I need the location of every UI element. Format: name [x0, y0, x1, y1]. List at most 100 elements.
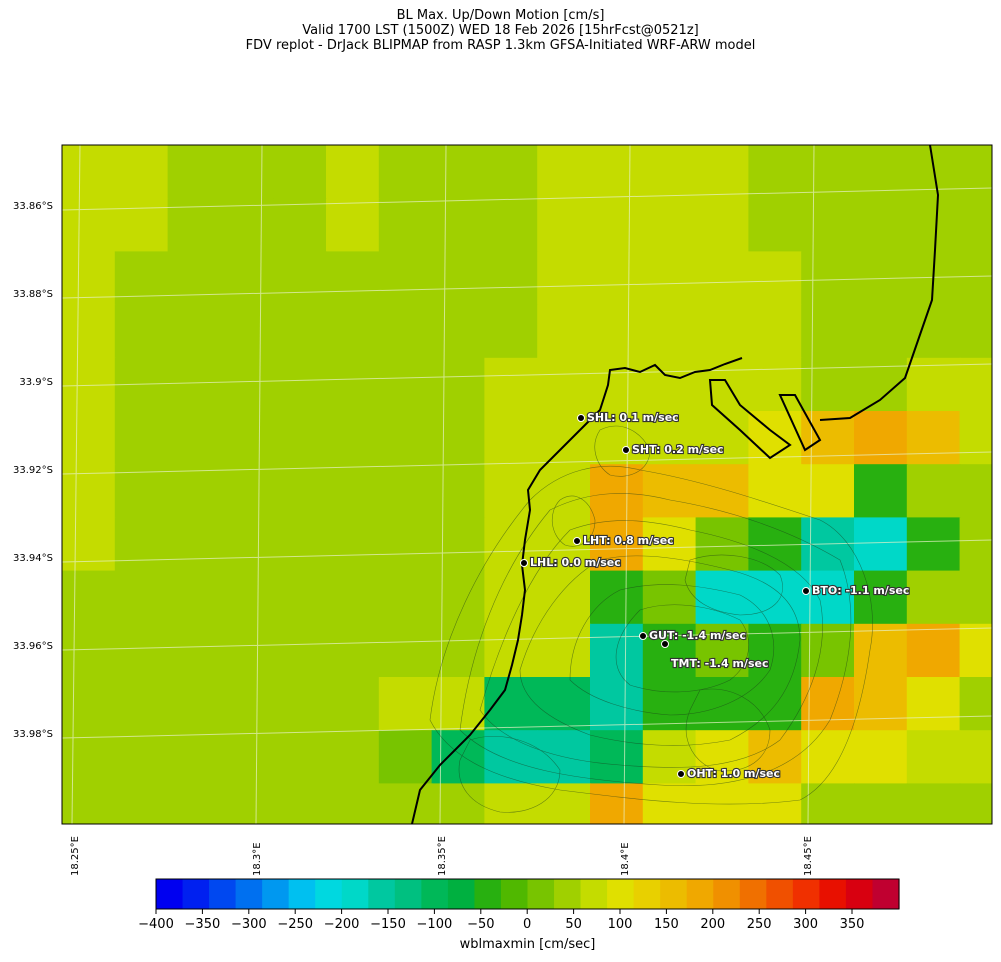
- colorbar-swatch: [421, 879, 449, 909]
- field-cell: [695, 251, 750, 306]
- field-cell: [854, 198, 908, 253]
- field-cell: [114, 677, 169, 732]
- field-cell: [378, 517, 433, 572]
- station-label: SHL: 0.1 m/sec: [587, 411, 679, 424]
- station-dot[interactable]: [677, 770, 685, 778]
- station-dot[interactable]: [520, 559, 528, 567]
- field-cell: [484, 677, 539, 732]
- field-cell: [378, 570, 433, 625]
- field-cell: [326, 145, 380, 200]
- field-cell: [220, 464, 275, 519]
- field-cell: [537, 730, 591, 785]
- field-cell: [906, 464, 961, 519]
- field-cell: [590, 251, 644, 306]
- field-cell: [959, 570, 992, 625]
- field-cell: [378, 677, 433, 732]
- colorbar-swatch: [554, 879, 582, 909]
- graticule: [62, 145, 992, 824]
- field-cell: [326, 570, 380, 625]
- colorbar: [155, 878, 900, 914]
- field-cell: [906, 198, 961, 253]
- field-cell: [642, 198, 697, 253]
- station-dot[interactable]: [661, 640, 669, 648]
- field-cell: [695, 623, 750, 678]
- field-cell: [220, 783, 275, 824]
- field-cell: [220, 411, 275, 466]
- colorbar-tick-label: −400: [138, 917, 174, 932]
- coastline: [411, 145, 940, 824]
- field-cell: [114, 464, 169, 519]
- station-dot[interactable]: [639, 632, 647, 640]
- field-cell: [695, 464, 750, 519]
- station-dot[interactable]: [573, 537, 581, 545]
- latitude-label: 33.98°S: [13, 729, 53, 740]
- field-cell: [801, 251, 855, 306]
- field-cell: [114, 570, 169, 625]
- colorbar-tick-label: 100: [607, 917, 633, 932]
- station-dot[interactable]: [577, 414, 585, 422]
- field-cell: [378, 145, 433, 200]
- colorbar-swatch: [368, 879, 396, 909]
- colorbar-tick-label: 250: [746, 917, 772, 932]
- field-cell: [801, 570, 855, 625]
- longitude-label: 18.35°E: [437, 836, 448, 876]
- colorbar-tick-label: −200: [323, 917, 360, 932]
- field-cell: [378, 357, 433, 412]
- field-cell: [431, 198, 486, 253]
- field-cell: [537, 251, 591, 306]
- field-cell: [748, 677, 803, 732]
- field-cell: [62, 677, 116, 732]
- field-cell: [537, 304, 591, 359]
- colorbar-swatch: [156, 879, 184, 909]
- field-cell: [695, 730, 750, 785]
- field-cell: [167, 783, 222, 824]
- field-cell: [220, 517, 275, 572]
- field-cell: [959, 464, 992, 519]
- field-cell: [590, 783, 644, 824]
- field-cell: [273, 251, 327, 306]
- colorbar-tick-label: −50: [467, 917, 495, 932]
- colorbar-tick-label: −100: [416, 917, 453, 932]
- field-cell: [114, 145, 169, 200]
- field-cell: [378, 730, 433, 785]
- field-cell: [642, 623, 697, 678]
- field-cell: [695, 145, 750, 200]
- field-cell: [273, 783, 327, 824]
- field-cell: [62, 145, 116, 200]
- field-cell: [854, 570, 908, 625]
- field-cell: [590, 623, 644, 678]
- field-cell: [484, 304, 539, 359]
- colorbar-swatch: [500, 879, 529, 909]
- field-cell: [326, 783, 380, 824]
- field-cell: [62, 730, 116, 785]
- field-cell: [695, 411, 750, 466]
- station-label: GUT: -1.4 m/sec: [649, 629, 746, 642]
- field-cell: [748, 251, 803, 306]
- field-cell: [220, 570, 275, 625]
- title-line-3: FDV replot - DrJack BLIPMAP from RASP 1.…: [245, 38, 756, 53]
- field-cell: [114, 517, 169, 572]
- field-cell: [854, 677, 908, 732]
- field-cell: [748, 145, 803, 200]
- field-cell: [801, 304, 855, 359]
- title-line-2: Valid 1700 LST (1500Z) WED 18 Feb 2026 […: [302, 23, 699, 38]
- field-cell: [748, 304, 803, 359]
- field-cell: [854, 304, 908, 359]
- field-cell: [906, 730, 961, 785]
- field-cell: [431, 411, 486, 466]
- field-cell: [642, 145, 697, 200]
- station-dot[interactable]: [622, 446, 630, 454]
- colorbar-swatch: [580, 879, 608, 909]
- field-cell: [167, 623, 222, 678]
- field-cell: [537, 464, 591, 519]
- field-cell: [959, 677, 992, 732]
- station-dot[interactable]: [802, 587, 810, 595]
- field-cell: [167, 411, 222, 466]
- colorbar-swatch: [262, 879, 290, 909]
- field-cell: [959, 304, 992, 359]
- colorbar-swatch: [315, 879, 343, 909]
- field-cell: [959, 198, 992, 253]
- field-cell: [801, 783, 855, 824]
- colorbar-swatch: [713, 879, 741, 909]
